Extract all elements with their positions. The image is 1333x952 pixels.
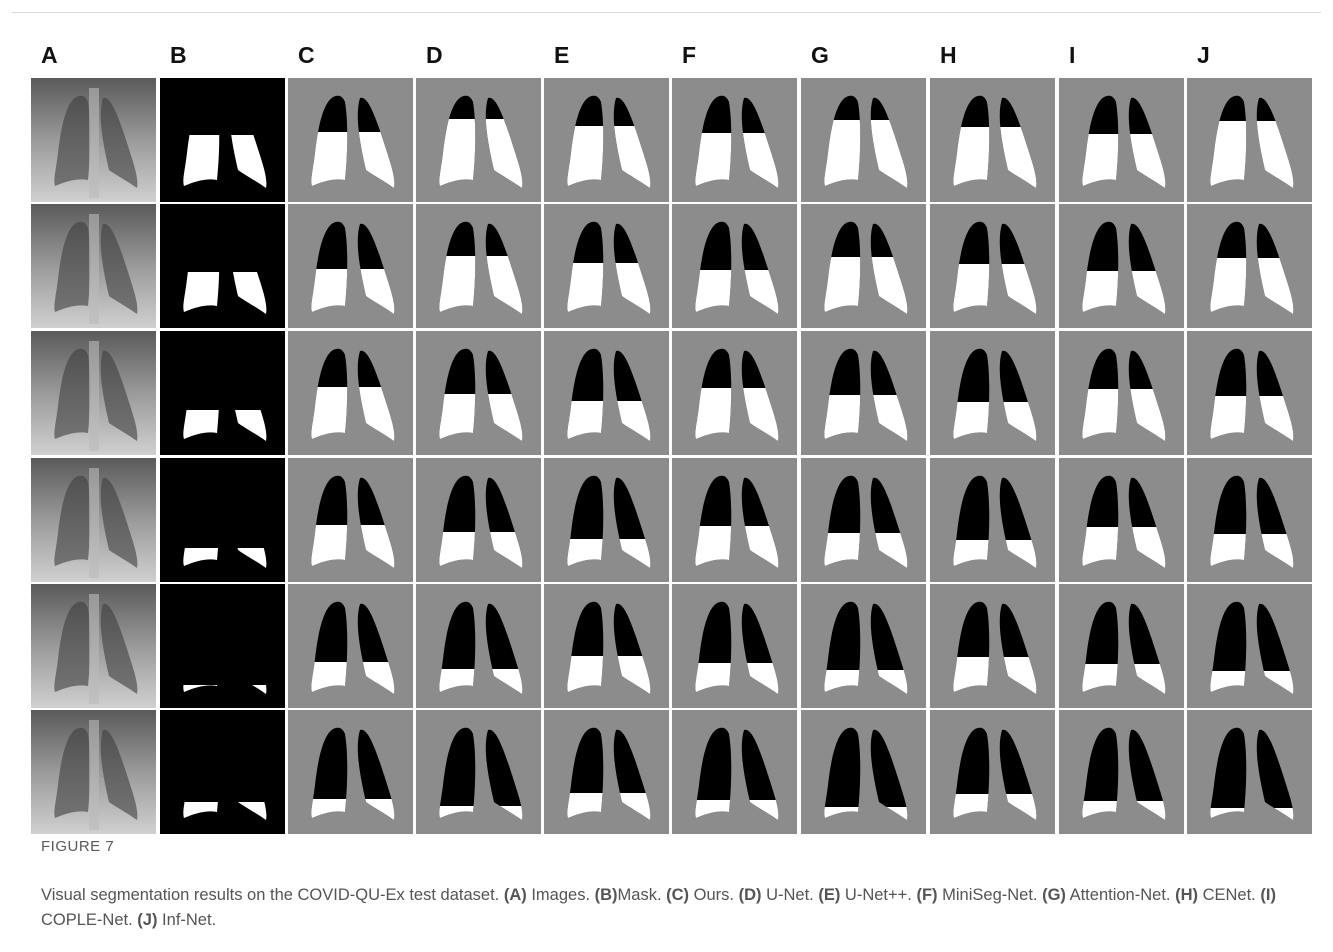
segmentation-image — [416, 710, 541, 840]
caption-key: (I) — [1260, 886, 1276, 904]
segmentation-image — [288, 710, 413, 840]
column-label: E — [554, 42, 569, 68]
column-label: G — [811, 42, 829, 68]
caption-key: (E) — [818, 886, 840, 904]
figure-grid: A B C D E F G H I J — [0, 0, 1333, 840]
caption-text: MiniSeg-Net. — [938, 886, 1038, 904]
column-label: A — [41, 42, 58, 68]
segmentation-image — [1059, 710, 1184, 840]
segmentation-image — [801, 710, 926, 840]
spine — [89, 214, 99, 324]
caption-key: (D) — [739, 886, 762, 904]
caption-text: Images. — [527, 886, 590, 904]
column-label: D — [426, 42, 443, 68]
segmentation-image — [1187, 710, 1312, 840]
caption-key: (F) — [916, 886, 937, 904]
segmentation-image — [672, 710, 797, 840]
segmentation-image — [930, 710, 1055, 840]
page: A B C D E F G H I J FIGURE 7 Visual segmentation … — [0, 0, 1333, 952]
segmentation-image — [31, 78, 156, 202]
caption-key: (C) — [666, 886, 689, 904]
caption-text: U-Net. — [761, 886, 813, 904]
caption-key: (B) — [595, 886, 618, 904]
spine — [89, 594, 99, 704]
segmentation-image — [31, 710, 156, 834]
column-label: J — [1197, 42, 1210, 68]
caption-text: CENet. — [1198, 886, 1256, 904]
segmentation-image — [31, 204, 156, 328]
caption-key: (A) — [504, 886, 527, 904]
spine — [89, 720, 99, 830]
spine — [89, 341, 99, 451]
figure-label: FIGURE 7 — [41, 838, 114, 855]
segmentation-image — [31, 458, 156, 582]
caption-key: (J) — [137, 911, 157, 929]
column-label: B — [170, 42, 187, 68]
caption-key: (H) — [1175, 886, 1198, 904]
column-label: H — [940, 42, 957, 68]
figure-caption: Visual segmentation results on the COVID… — [41, 883, 1291, 933]
column-label: F — [682, 42, 696, 68]
column-label: C — [298, 42, 315, 68]
caption-intro: Visual segmentation results on the COVID… — [41, 886, 499, 904]
caption-text: Ours. — [689, 886, 734, 904]
segmentation-image — [31, 584, 156, 708]
column-label: I — [1069, 42, 1075, 68]
segmentation-image — [544, 710, 669, 840]
spine — [89, 88, 99, 198]
caption-text: Attention-Net. — [1066, 886, 1171, 904]
spine — [89, 468, 99, 578]
segmentation-image — [160, 710, 285, 840]
caption-text: Mask. — [618, 886, 662, 904]
segmentation-image — [31, 331, 156, 455]
caption-text: U-Net++. — [840, 886, 912, 904]
caption-text: Inf-Net. — [157, 911, 216, 929]
caption-key: (G) — [1042, 886, 1066, 904]
